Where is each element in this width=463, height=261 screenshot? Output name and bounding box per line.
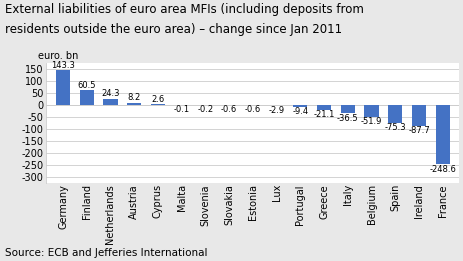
- Text: -87.7: -87.7: [407, 126, 429, 135]
- Bar: [150, 104, 165, 105]
- Text: euro. bn: euro. bn: [38, 51, 78, 61]
- Bar: [103, 99, 117, 105]
- Bar: [340, 105, 354, 114]
- Text: Source: ECB and Jefferies International: Source: ECB and Jefferies International: [5, 248, 206, 258]
- Bar: [316, 105, 331, 110]
- Text: -0.6: -0.6: [244, 105, 261, 114]
- Text: 24.3: 24.3: [101, 90, 119, 98]
- Text: 8.2: 8.2: [127, 93, 141, 102]
- Bar: [80, 90, 94, 105]
- Text: -0.6: -0.6: [220, 105, 237, 114]
- Text: -0.2: -0.2: [197, 105, 213, 114]
- Text: residents outside the euro area) – change since Jan 2011: residents outside the euro area) – chang…: [5, 23, 341, 37]
- Bar: [56, 70, 70, 105]
- Bar: [363, 105, 378, 117]
- Text: 143.3: 143.3: [51, 61, 75, 70]
- Text: -21.1: -21.1: [313, 110, 334, 119]
- Text: -75.3: -75.3: [384, 123, 405, 132]
- Text: -51.9: -51.9: [360, 117, 382, 127]
- Bar: [127, 103, 141, 105]
- Bar: [411, 105, 425, 126]
- Text: 2.6: 2.6: [151, 95, 164, 104]
- Bar: [293, 105, 307, 107]
- Bar: [388, 105, 401, 123]
- Text: -2.9: -2.9: [268, 106, 284, 115]
- Text: -9.4: -9.4: [292, 107, 308, 116]
- Text: 60.5: 60.5: [77, 81, 96, 90]
- Text: -0.1: -0.1: [173, 105, 189, 114]
- Text: -36.5: -36.5: [336, 114, 358, 123]
- Bar: [435, 105, 449, 164]
- Text: -248.6: -248.6: [428, 165, 455, 174]
- Text: External liabilities of euro area MFIs (including deposits from: External liabilities of euro area MFIs (…: [5, 3, 363, 16]
